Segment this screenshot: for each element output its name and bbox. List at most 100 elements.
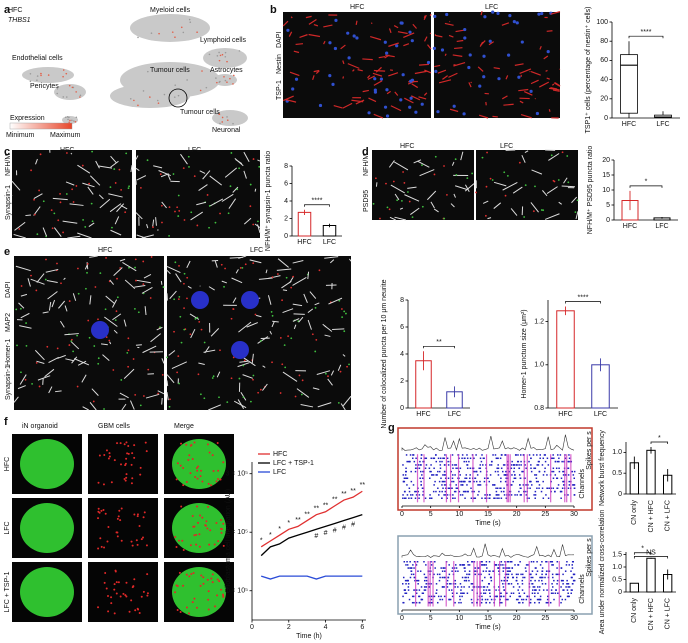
- umap-cluster-label: Tumour cells: [180, 109, 220, 116]
- spike: [406, 564, 409, 566]
- significance-bracket: [304, 204, 330, 207]
- spike: [524, 477, 526, 480]
- neurite: [417, 160, 430, 168]
- significance: **: [295, 517, 301, 524]
- neurite: [410, 207, 420, 215]
- gbm-cell: [122, 592, 125, 595]
- spike: [539, 595, 542, 598]
- gbm-cell: [215, 521, 218, 524]
- spike: [505, 470, 507, 473]
- spike: [503, 490, 505, 493]
- neurite: [71, 356, 78, 364]
- spike: [456, 592, 458, 594]
- neurite: [210, 328, 220, 337]
- spike: [519, 595, 521, 598]
- gbm-cell: [115, 592, 118, 595]
- nucleus: [452, 104, 456, 108]
- neurite: [122, 261, 137, 272]
- spike: [408, 598, 411, 601]
- neurite: [544, 213, 560, 220]
- spike: [408, 487, 411, 489]
- spike: [458, 601, 460, 604]
- spike: [493, 484, 495, 486]
- y-tick-label: 1 × 10⁵: [225, 588, 248, 595]
- spike: [543, 454, 546, 456]
- gbm-cell: [185, 480, 188, 483]
- neurite: [216, 371, 221, 378]
- nucleus: [408, 30, 412, 34]
- spike: [510, 467, 513, 470]
- y-tick-label: 1.5: [612, 551, 622, 558]
- gbm-cell: [119, 519, 122, 522]
- burst: [493, 561, 496, 607]
- spike: [451, 480, 453, 483]
- fiber: [478, 114, 489, 119]
- umap-cell: [218, 113, 220, 116]
- spike: [415, 592, 418, 594]
- fiber: [530, 79, 539, 85]
- puncta: [271, 361, 273, 364]
- fiber: [552, 89, 560, 92]
- gbm-cell: [198, 533, 201, 536]
- neurite: [548, 153, 560, 161]
- gbm-cell: [174, 591, 177, 594]
- fiber: [437, 69, 447, 74]
- fiber: [545, 69, 548, 72]
- umap-cluster-label: Tumour cells: [150, 67, 190, 74]
- spike: [489, 570, 491, 572]
- x-tick-label: 5: [429, 511, 433, 518]
- spike: [573, 470, 576, 473]
- neurite: [112, 313, 122, 321]
- spike: [534, 595, 536, 598]
- spike: [444, 490, 447, 493]
- spike: [494, 497, 496, 499]
- spike: [433, 484, 435, 486]
- spike: [573, 494, 576, 496]
- spike: [454, 586, 456, 588]
- spike: [435, 474, 437, 476]
- spike: [502, 470, 504, 473]
- puncta: [168, 234, 170, 237]
- spike: [451, 487, 453, 489]
- fiber: [373, 113, 384, 119]
- spike: [518, 474, 521, 476]
- fiber: [452, 54, 463, 57]
- neurite: [33, 193, 43, 199]
- puncta: [134, 266, 136, 269]
- gbm-cell: [124, 479, 127, 482]
- spike: [412, 454, 414, 456]
- spike: [556, 583, 558, 585]
- spike: [466, 454, 468, 456]
- fiber: [288, 31, 293, 37]
- puncta: [35, 289, 38, 292]
- puncta: [199, 393, 202, 396]
- spike: [497, 467, 500, 470]
- significance: **: [436, 339, 442, 346]
- puncta: [173, 298, 176, 301]
- neurite: [108, 193, 123, 198]
- spike: [496, 457, 498, 460]
- neurite: [249, 259, 262, 264]
- spike: [563, 470, 565, 473]
- spike: [567, 467, 570, 470]
- spike: [551, 573, 554, 576]
- spike: [425, 564, 427, 566]
- spike: [441, 570, 444, 572]
- neurite: [152, 219, 155, 227]
- spike: [563, 589, 565, 591]
- neurite: [130, 165, 133, 173]
- spike: [506, 570, 509, 572]
- organoid: [20, 567, 74, 617]
- panel-letter: a: [4, 4, 11, 16]
- spike: [534, 474, 536, 476]
- spike: [514, 477, 517, 480]
- gbm-cell: [195, 533, 198, 536]
- puncta: [119, 267, 122, 269]
- spike: [446, 583, 448, 585]
- gbm-cell: [181, 539, 184, 542]
- spike: [485, 589, 488, 591]
- x-tick-label: 10: [455, 511, 463, 518]
- neurite: [307, 271, 310, 280]
- spike: [478, 586, 480, 588]
